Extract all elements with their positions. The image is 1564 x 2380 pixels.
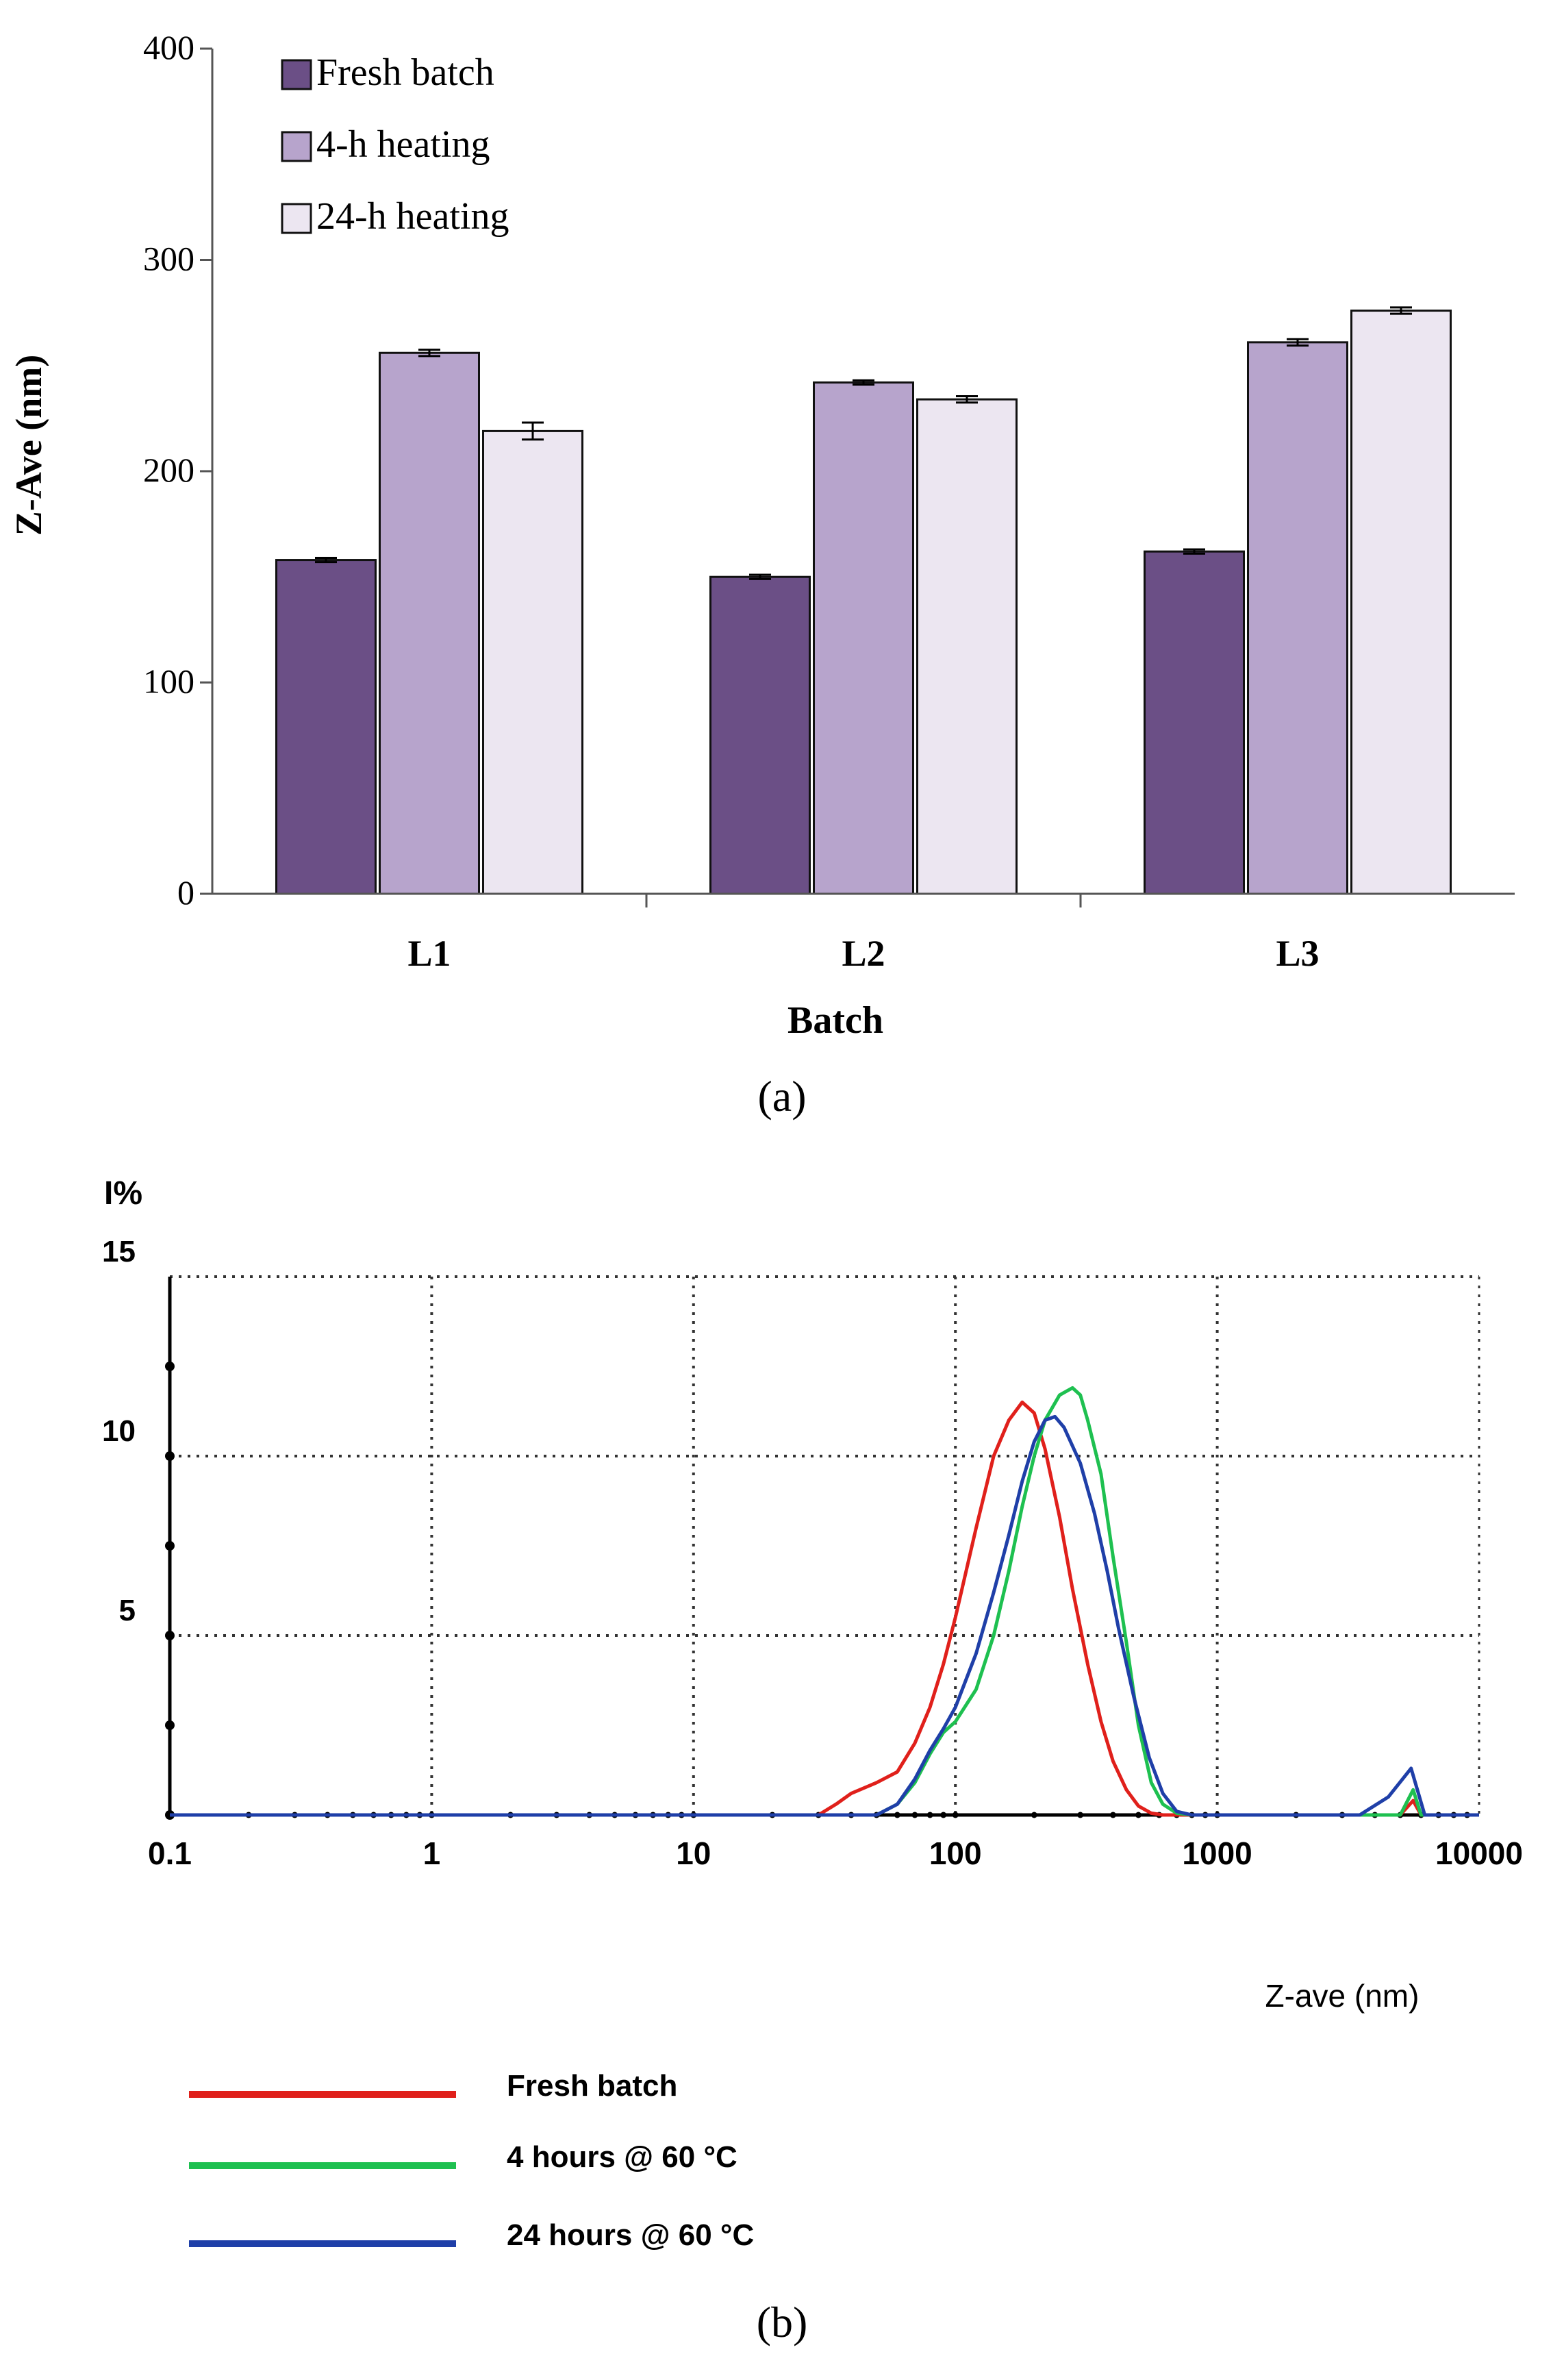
bar-chart-y-ticks: 0 100 200 300 400 <box>143 28 212 912</box>
y-axis-dot <box>165 1451 175 1461</box>
y-tick-label: 300 <box>143 240 194 278</box>
bar-chart-bars <box>275 306 1452 895</box>
legend-swatch <box>281 203 312 234</box>
x-minor-dot <box>911 1812 918 1818</box>
x-tick-label: 10 <box>676 1836 711 1871</box>
x-minor-dot <box>1135 1812 1142 1818</box>
y-tick-label: 10 <box>102 1414 136 1448</box>
bar-chart-legend: Fresh batch 4-h heating 24-h heating <box>281 51 509 238</box>
x-tick-label: 10000 <box>1435 1836 1523 1871</box>
legend-swatch <box>281 59 312 90</box>
legend-label: 24-h heating <box>316 195 509 238</box>
line-chart-x-axis-label: Z-ave (nm) <box>1265 1978 1420 2014</box>
y-tick-label: 5 <box>119 1594 136 1627</box>
bar-l1-1 <box>275 559 377 895</box>
bar-chart-panel: 0 100 200 300 400 L1 L2 L3 Fresh batch 4-h heat… <box>8 28 1515 1120</box>
y-tick-label: 400 <box>143 28 194 66</box>
x-tick-label: L3 <box>1276 933 1319 974</box>
series-line-3 <box>170 1414 1479 1817</box>
bar-chart-x-axis-label: Batch <box>787 999 883 1042</box>
line-chart-legend: Fresh batch 4 hours @ 60 °C 24 hours @ 60 … <box>189 2069 754 2252</box>
x-tick-label: L1 <box>407 933 451 974</box>
bar-chart-x-ticks: L1 L2 L3 <box>407 894 1320 974</box>
legend-label: 4-h heating <box>316 123 490 166</box>
y-axis-dot <box>165 1720 175 1730</box>
series-line-2 <box>170 1386 1479 1817</box>
bar-l1-3 <box>482 429 583 895</box>
x-minor-dot <box>1077 1812 1084 1818</box>
line-chart-panel: I% 5 10 15 0.1 1 10 100 1000 10000 Z-ave (nm) F… <box>102 1175 1523 2346</box>
line-chart-series <box>170 1386 1479 1817</box>
legend-label: 4 hours @ 60 °C <box>507 2140 737 2174</box>
line-chart-y-axis-label: I% <box>104 1175 142 1212</box>
y-axis-dot <box>165 1362 175 1371</box>
x-tick-label: L2 <box>842 933 885 974</box>
legend-swatch <box>281 131 312 162</box>
line-chart-y-ticks: 5 10 15 <box>102 1235 175 1820</box>
x-minor-dot <box>952 1812 959 1818</box>
bar-l1-2 <box>379 351 480 895</box>
series-line-1 <box>170 1400 1479 1817</box>
x-tick-label: 0.1 <box>148 1836 192 1871</box>
x-tick-label: 1000 <box>1182 1836 1252 1871</box>
panel-a-label: (a) <box>757 1072 806 1120</box>
bar-l3-3 <box>1350 310 1452 895</box>
y-tick-label: 200 <box>143 451 194 489</box>
legend-label: 24 hours @ 60 °C <box>507 2218 754 2252</box>
x-minor-dot <box>926 1812 933 1818</box>
bar-chart-y-axis-label: Z-Ave (nm) <box>8 355 49 536</box>
legend-label: Fresh batch <box>507 2069 677 2103</box>
y-tick-label: 0 <box>177 873 194 912</box>
y-axis-dot <box>165 1541 175 1551</box>
line-chart-x-ticks: 0.1 1 10 100 1000 10000 <box>148 1812 1523 1871</box>
bar-chart-axes <box>211 49 1515 895</box>
bar-l3-1 <box>1144 550 1245 895</box>
x-minor-dot <box>1031 1812 1037 1818</box>
legend-label: Fresh batch <box>316 51 494 94</box>
line-chart-grid <box>170 1275 1479 1815</box>
x-minor-dot <box>940 1812 947 1818</box>
x-tick-label: 1 <box>423 1836 441 1871</box>
bar-l2-1 <box>709 575 811 895</box>
x-minor-dot <box>1109 1812 1116 1818</box>
y-tick-label: 15 <box>102 1235 136 1268</box>
bar-l2-3 <box>916 398 1018 895</box>
panel-b-label: (b) <box>757 2298 808 2346</box>
y-axis-dot <box>165 1631 175 1640</box>
bar-l2-2 <box>813 381 914 895</box>
bar-l3-2 <box>1247 341 1348 895</box>
x-minor-dot <box>894 1812 900 1818</box>
x-tick-label: 100 <box>929 1836 982 1871</box>
line-chart-frame <box>168 1277 1480 1817</box>
y-tick-label: 100 <box>143 662 194 701</box>
